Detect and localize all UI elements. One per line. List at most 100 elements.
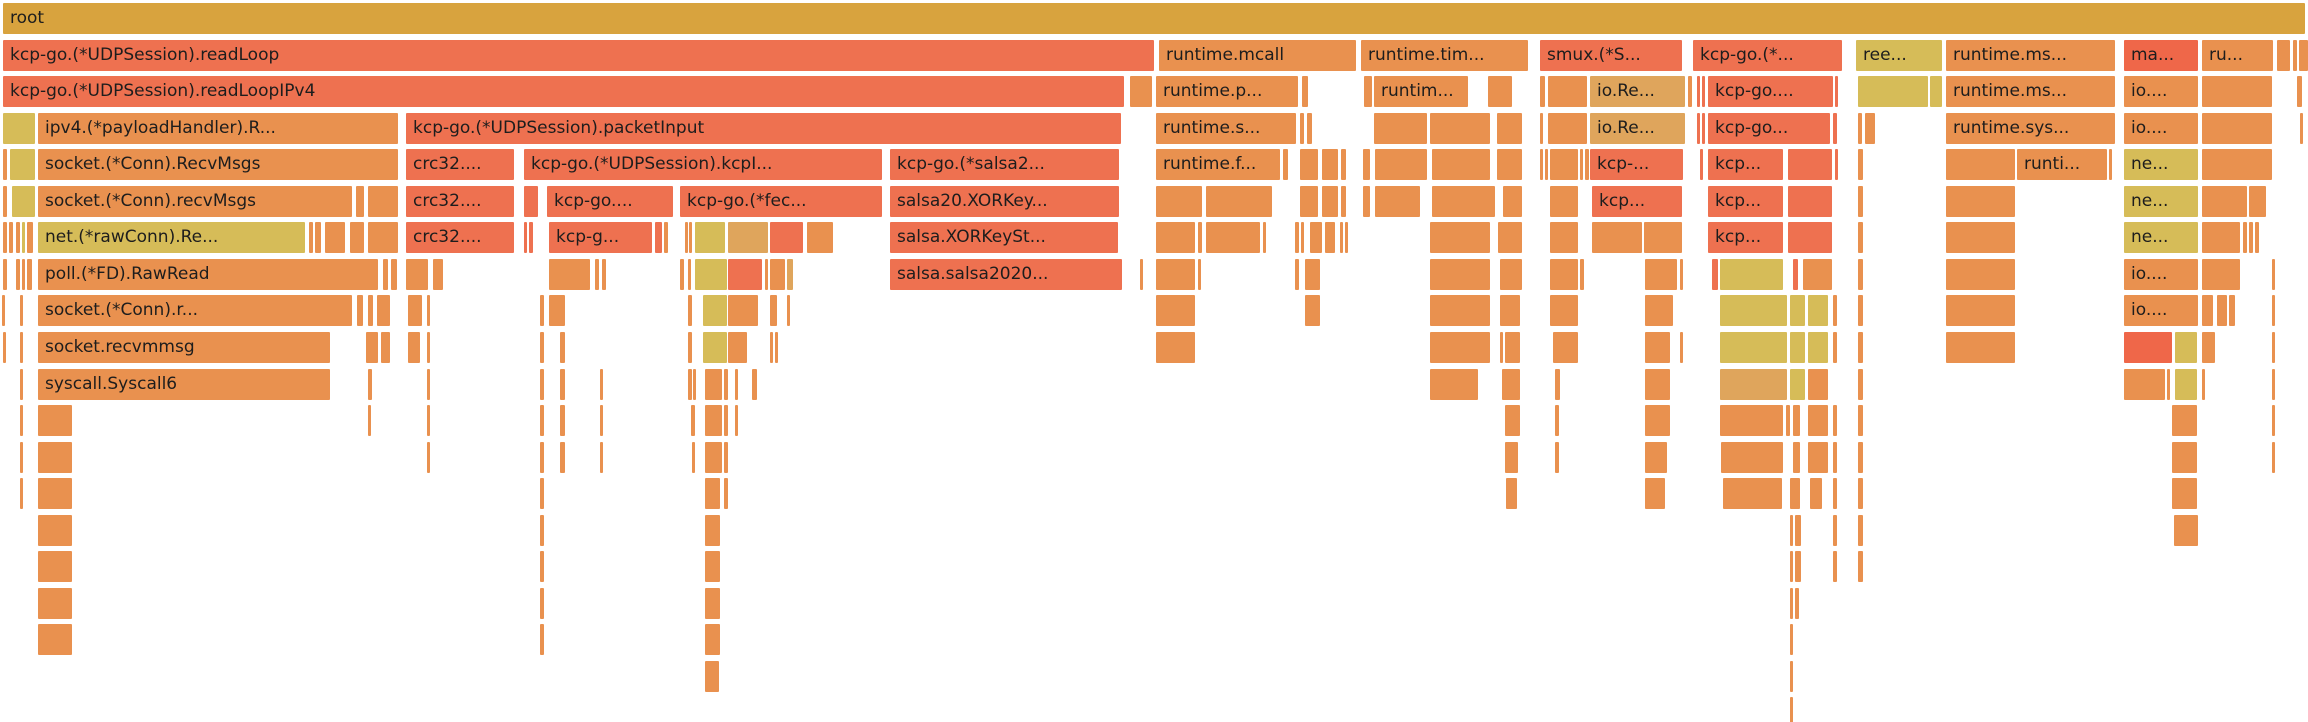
- flame-frame[interactable]: [2229, 295, 2235, 327]
- flame-frame-kcp[interactable]: kcp...: [1708, 222, 1783, 254]
- flame-frame[interactable]: [1430, 295, 1490, 327]
- flame-frame[interactable]: [408, 331, 420, 363]
- flame-frame[interactable]: [1198, 258, 1201, 290]
- flame-frame[interactable]: [1206, 185, 1272, 217]
- flame-frame[interactable]: [1790, 697, 1793, 722]
- flame-frame-kcp[interactable]: kcp...: [1708, 149, 1783, 181]
- flame-frame[interactable]: [381, 331, 390, 363]
- flame-frame[interactable]: [1810, 478, 1822, 510]
- flame-frame[interactable]: [1793, 441, 1800, 473]
- flame-frame[interactable]: [1555, 405, 1559, 437]
- flame-frame[interactable]: [1858, 331, 1863, 363]
- flame-frame[interactable]: [38, 441, 72, 473]
- flame-frame[interactable]: [1697, 76, 1700, 108]
- flame-frame-crc32[interactable]: crc32....: [406, 149, 514, 181]
- flame-frame[interactable]: [728, 222, 768, 254]
- flame-frame[interactable]: [735, 368, 738, 400]
- flame-frame[interactable]: [1858, 258, 1863, 290]
- flame-frame[interactable]: [2174, 514, 2198, 546]
- flame-frame[interactable]: [2202, 295, 2213, 327]
- flame-frame[interactable]: [705, 368, 722, 400]
- flame-frame[interactable]: [1645, 441, 1667, 473]
- flame-frame[interactable]: [2167, 368, 2170, 400]
- flame-frame-kcp-go-salsa2[interactable]: kcp-go.(*salsa2...: [890, 149, 1119, 181]
- flame-frame[interactable]: [1858, 478, 1863, 510]
- flame-frame[interactable]: [1786, 405, 1790, 437]
- flame-frame-ru[interactable]: ru...: [2202, 39, 2273, 71]
- flame-frame[interactable]: [540, 405, 544, 437]
- flame-frame[interactable]: [1833, 441, 1837, 473]
- flame-frame[interactable]: [1833, 295, 1837, 327]
- flame-frame[interactable]: [775, 331, 778, 363]
- flame-frame[interactable]: [787, 295, 790, 327]
- flame-frame[interactable]: [2202, 222, 2240, 254]
- flame-frame-kcp-go-udpsession-readloop[interactable]: kcp-go.(*UDPSession).readLoop: [3, 39, 1154, 71]
- flame-frame[interactable]: [1156, 295, 1195, 327]
- flame-frame[interactable]: [3, 258, 7, 290]
- flame-frame[interactable]: [1697, 112, 1700, 144]
- flame-frame[interactable]: [38, 405, 72, 437]
- flame-frame[interactable]: [1702, 112, 1705, 144]
- flame-frame[interactable]: [1930, 76, 1942, 108]
- flame-frame[interactable]: [1550, 185, 1578, 217]
- flame-frame[interactable]: [1795, 514, 1801, 546]
- flame-frame[interactable]: [529, 222, 533, 254]
- flame-frame-io[interactable]: io....: [2124, 258, 2198, 290]
- flame-frame[interactable]: [22, 222, 25, 254]
- flame-frame[interactable]: [765, 258, 768, 290]
- flame-frame[interactable]: [2272, 258, 2275, 290]
- flame-frame[interactable]: [1156, 258, 1195, 290]
- flame-frame-runti[interactable]: runti...: [2017, 149, 2107, 181]
- flame-frame[interactable]: [540, 368, 544, 400]
- flame-frame[interactable]: [2175, 331, 2197, 363]
- flame-frame-runtime-mcall[interactable]: runtime.mcall: [1159, 39, 1356, 71]
- flame-frame[interactable]: [1645, 331, 1670, 363]
- flame-frame[interactable]: [655, 222, 662, 254]
- flame-frame[interactable]: [2202, 185, 2247, 217]
- flame-frame[interactable]: [770, 258, 785, 290]
- flame-frame[interactable]: [1680, 331, 1683, 363]
- flame-frame[interactable]: [1302, 76, 1308, 108]
- flame-frame[interactable]: [1300, 185, 1318, 217]
- flame-frame[interactable]: [1835, 76, 1838, 108]
- flame-frame[interactable]: [724, 405, 728, 437]
- flame-frame[interactable]: [2272, 405, 2275, 437]
- flame-frame-ne[interactable]: ne...: [2124, 185, 2198, 217]
- flame-frame[interactable]: [391, 258, 397, 290]
- flame-frame[interactable]: [2255, 222, 2259, 254]
- flame-frame[interactable]: [1592, 222, 1642, 254]
- flame-frame[interactable]: [383, 258, 388, 290]
- flame-frame[interactable]: [1835, 149, 1838, 181]
- flame-frame[interactable]: [540, 441, 544, 473]
- flame-frame[interactable]: [2272, 368, 2275, 400]
- flame-frame-kcp-go-udpsession-packetinput[interactable]: kcp-go.(*UDPSession).packetInput: [406, 112, 1121, 144]
- flame-frame[interactable]: [27, 258, 32, 290]
- flame-frame[interactable]: [10, 149, 35, 181]
- flame-frame[interactable]: [1550, 258, 1578, 290]
- flame-frame[interactable]: [728, 331, 747, 363]
- flame-frame[interactable]: [1322, 185, 1338, 217]
- flame-frame[interactable]: [1644, 222, 1682, 254]
- flame-frame-kcp-go[interactable]: kcp-go.(*...: [1693, 39, 1842, 71]
- flame-frame[interactable]: [1206, 222, 1260, 254]
- flame-frame-runtime-tim[interactable]: runtime.tim...: [1361, 39, 1528, 71]
- flame-frame[interactable]: [770, 295, 777, 327]
- flame-frame[interactable]: [1585, 149, 1589, 181]
- flame-frame-kcp-g[interactable]: kcp-g...: [549, 222, 652, 254]
- flame-frame[interactable]: [1788, 149, 1832, 181]
- flame-frame[interactable]: [1140, 258, 1143, 290]
- flame-frame-io[interactable]: io....: [2124, 76, 2198, 108]
- flame-frame[interactable]: [560, 368, 565, 400]
- flame-frame[interactable]: [1833, 514, 1837, 546]
- flame-frame[interactable]: [27, 222, 33, 254]
- flame-frame[interactable]: [427, 331, 430, 363]
- flame-frame[interactable]: [1790, 331, 1805, 363]
- flame-frame[interactable]: [705, 478, 720, 510]
- flame-frame[interactable]: [1808, 368, 1828, 400]
- flame-frame[interactable]: [1363, 149, 1370, 181]
- flame-frame-net-rawconn-re[interactable]: net.(*rawConn).Re...: [38, 222, 305, 254]
- flame-frame[interactable]: [1300, 112, 1304, 144]
- flame-frame[interactable]: [20, 441, 23, 473]
- flame-frame[interactable]: [2277, 39, 2290, 71]
- flame-frame[interactable]: [691, 405, 695, 437]
